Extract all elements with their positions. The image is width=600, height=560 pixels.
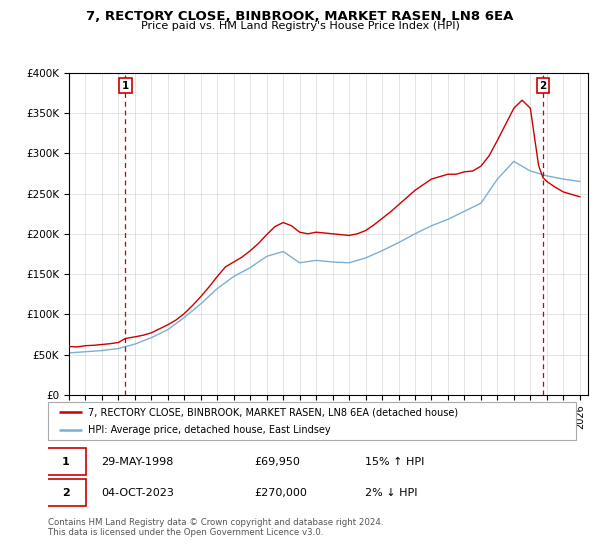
FancyBboxPatch shape (46, 479, 86, 506)
Text: Price paid vs. HM Land Registry's House Price Index (HPI): Price paid vs. HM Land Registry's House … (140, 21, 460, 31)
Text: 04-OCT-2023: 04-OCT-2023 (101, 488, 173, 498)
FancyBboxPatch shape (46, 449, 86, 475)
Text: £270,000: £270,000 (254, 488, 307, 498)
Text: 7, RECTORY CLOSE, BINBROOK, MARKET RASEN, LN8 6EA: 7, RECTORY CLOSE, BINBROOK, MARKET RASEN… (86, 10, 514, 23)
Text: 29-MAY-1998: 29-MAY-1998 (101, 457, 173, 467)
Text: 1: 1 (122, 81, 129, 91)
Text: 2: 2 (62, 488, 70, 498)
Text: 1: 1 (62, 457, 70, 467)
Text: 2% ↓ HPI: 2% ↓ HPI (365, 488, 418, 498)
Text: £69,950: £69,950 (254, 457, 300, 467)
Text: 15% ↑ HPI: 15% ↑ HPI (365, 457, 424, 467)
Text: 7, RECTORY CLOSE, BINBROOK, MARKET RASEN, LN8 6EA (detached house): 7, RECTORY CLOSE, BINBROOK, MARKET RASEN… (88, 407, 458, 417)
Text: Contains HM Land Registry data © Crown copyright and database right 2024.
This d: Contains HM Land Registry data © Crown c… (48, 518, 383, 538)
Text: HPI: Average price, detached house, East Lindsey: HPI: Average price, detached house, East… (88, 425, 330, 435)
Text: 2: 2 (539, 81, 547, 91)
